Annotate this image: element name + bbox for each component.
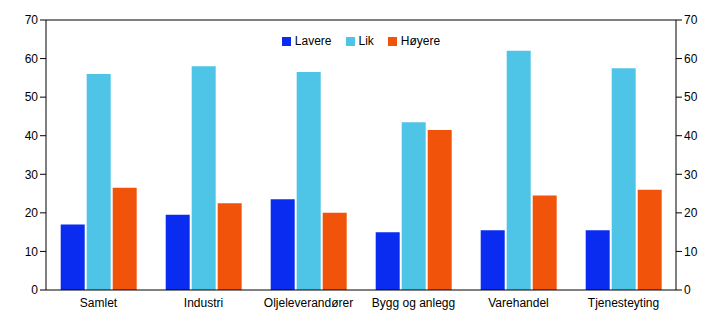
svg-text:50: 50 [684,90,698,104]
svg-text:10: 10 [684,245,698,259]
svg-text:70: 70 [684,13,698,27]
svg-text:Oljeleverandører: Oljeleverandører [264,296,353,310]
html-text:Lavere: Lavere [294,34,332,48]
svg-text:40: 40 [25,129,39,143]
svg-text:20: 20 [684,206,698,220]
svg-text:40: 40 [684,129,698,143]
svg-text:60: 60 [684,52,698,66]
html-text:Lik: Lik [358,34,374,48]
svg-text:50: 50 [25,90,39,104]
svg-text:60: 60 [25,52,39,66]
svg-text:70: 70 [25,13,39,27]
svg-text:Industri: Industri [184,296,223,310]
svg-text:10: 10 [25,245,39,259]
svg-text:20: 20 [25,206,39,220]
svg-text:Varehandel: Varehandel [488,296,549,310]
svg-text:30: 30 [684,168,698,182]
svg-text:0: 0 [684,283,691,297]
svg-text:Bygg og anlegg: Bygg og anlegg [372,296,455,310]
svg-text:0: 0 [31,283,38,297]
svg-text:Samlet: Samlet [80,296,118,310]
html-text:Høyere: Høyere [400,34,441,48]
svg-text:30: 30 [25,168,39,182]
svg-text:Tjenesteyting: Tjenesteyting [588,296,659,310]
